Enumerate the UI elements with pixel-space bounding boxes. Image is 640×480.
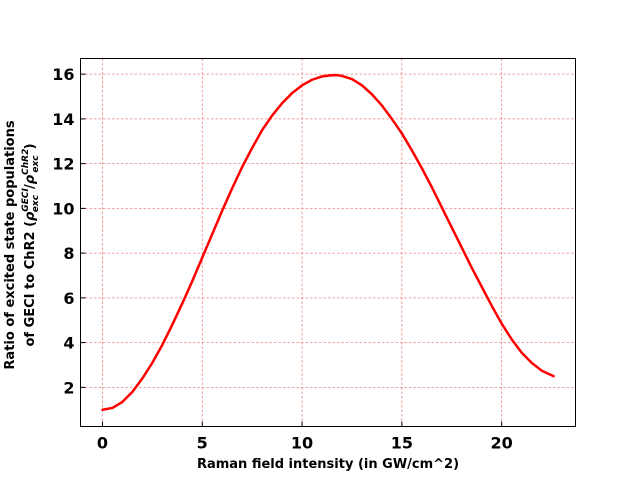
x-tick-label: 15 [391, 434, 413, 453]
x-tick-label: 10 [291, 434, 313, 453]
series-layer [101, 73, 555, 411]
y-tick-label: 4 [63, 334, 74, 353]
y-axis-label-rho2: ρ [23, 174, 38, 184]
y-axis-label-line1: Ratio of excited state populations [3, 120, 18, 369]
plot-frame [80, 58, 576, 427]
y-axis-label-line2: of GECI to ChR2 (ρGECIexc/ρChR2exc) [21, 143, 41, 346]
y-axis-label-sub1: exc [31, 194, 41, 212]
x-axis-label: Raman field intensity (in GW/cm^2) [197, 457, 459, 472]
y-tick-label: 14 [52, 110, 74, 129]
y-tick-label: 6 [63, 289, 74, 308]
y-axis-label-sub2: exc [31, 155, 41, 173]
series-line [101, 73, 555, 411]
y-axis-label-slash: / [23, 184, 38, 189]
y-tick-label: 2 [63, 378, 74, 397]
y-tick-label: 12 [52, 155, 74, 174]
y-axis-label-sup1: GECI [21, 188, 31, 212]
x-tick-label: 5 [197, 434, 208, 453]
y-tick-label: 10 [52, 199, 74, 218]
x-tick-labels: 0 5 10 15 20 [97, 434, 513, 453]
y-tick-label: 8 [63, 244, 74, 263]
y-axis-label-close: ) [23, 143, 38, 149]
grid-lines [80, 58, 576, 427]
tick-marks [80, 73, 503, 427]
x-tick-label: 0 [97, 434, 108, 453]
y-axis-label-second: of GECI to ChR2 (ρGECIexc/ρChR2exc) [21, 143, 41, 346]
y-axis-label: Ratio of excited state populations [3, 120, 18, 369]
y-tick-labels: 2 4 6 8 10 12 14 16 [52, 65, 74, 397]
y-axis-label-prefix: of GECI to ChR2 ( [23, 221, 38, 347]
x-tick-label: 20 [491, 434, 513, 453]
y-axis-label-rho1: ρ [23, 211, 38, 221]
y-tick-label: 16 [52, 65, 74, 84]
y-axis-label-sup2: ChR2 [21, 149, 31, 175]
